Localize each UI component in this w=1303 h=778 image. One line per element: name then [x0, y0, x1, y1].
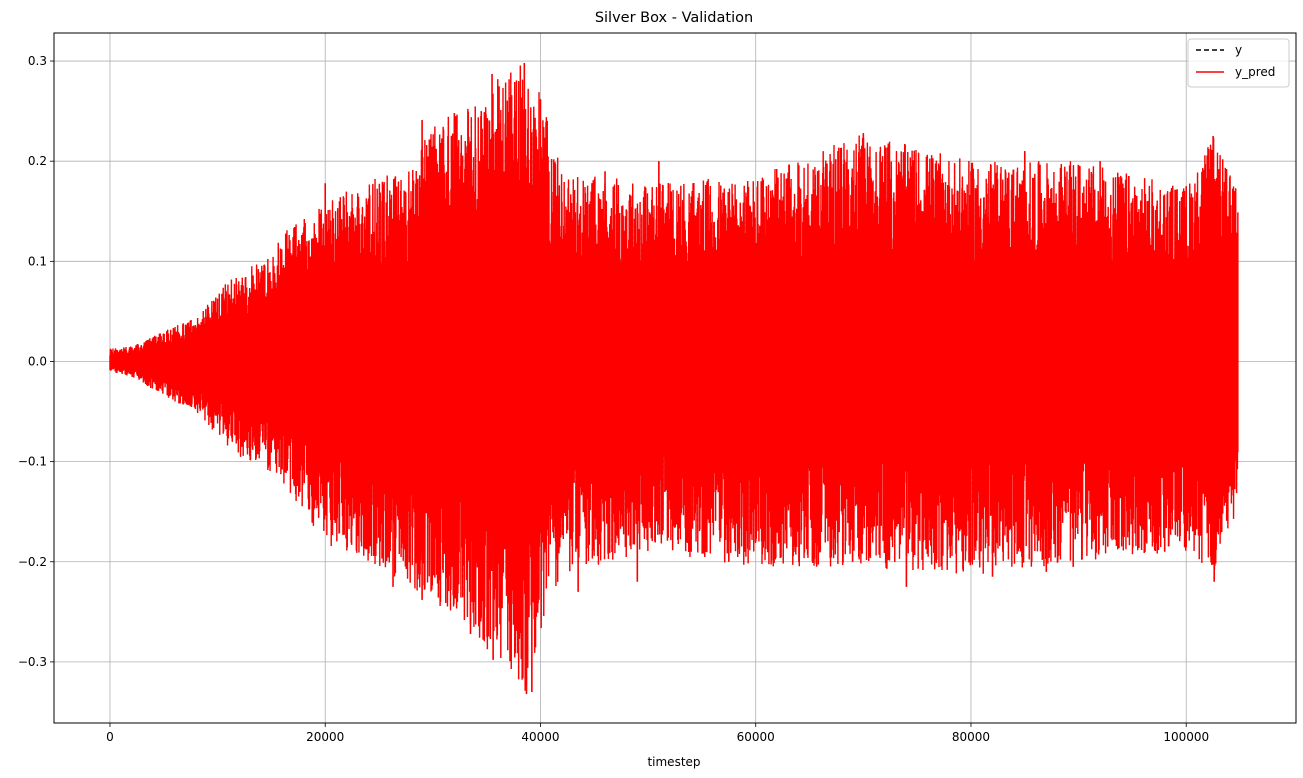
y-tick-label: −0.2: [18, 555, 47, 569]
x-tick-label: 20000: [306, 730, 344, 744]
y-tick-label: 0.2: [28, 154, 47, 168]
legend-label-y: y: [1235, 43, 1242, 57]
legend-box: [1187, 38, 1290, 88]
legend: y y_pred: [1187, 38, 1290, 88]
x-tick-label: 0: [106, 730, 114, 744]
series-y-pred-path: [109, 65, 1239, 691]
x-axis-label: timestep: [647, 755, 700, 769]
plot-area: [109, 63, 1239, 694]
x-axis: 0 20000 40000 60000 80000 100000: [106, 723, 1209, 744]
y-tick-label: 0.3: [28, 54, 47, 68]
x-tick-label: 40000: [521, 730, 559, 744]
y-tick-label: 0.1: [28, 254, 47, 268]
x-tick-label: 60000: [737, 730, 775, 744]
y-tick-label: −0.3: [18, 655, 47, 669]
series-y-pred-line: [109, 63, 1239, 694]
x-tick-label: 80000: [952, 730, 990, 744]
x-tick-label: 100000: [1163, 730, 1209, 744]
y-axis: −0.3 −0.2 −0.1 0.0 0.1 0.2 0.3: [18, 54, 54, 669]
chart-title: Silver Box - Validation: [595, 10, 753, 26]
y-tick-label: 0.0: [28, 354, 47, 368]
series-y-pred-peaks: [324, 63, 1231, 694]
y-tick-label: −0.1: [18, 455, 47, 469]
legend-label-y-pred: y_pred: [1235, 65, 1275, 79]
plot-frame: [53, 32, 1297, 724]
